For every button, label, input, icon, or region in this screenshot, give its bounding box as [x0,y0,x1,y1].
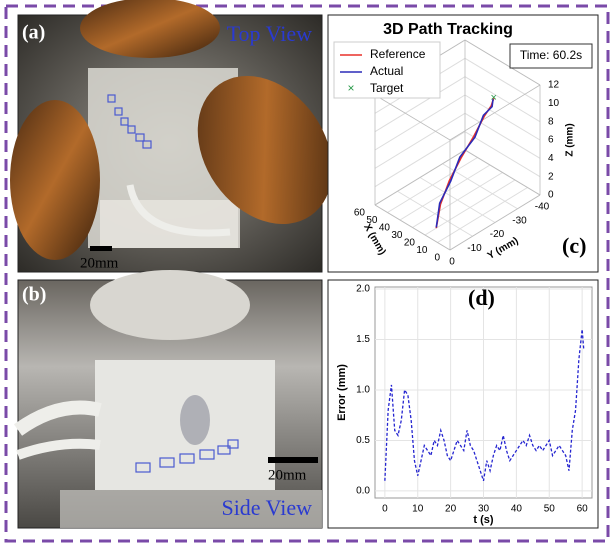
y-tick-label: 0.0 [356,486,370,497]
x-axis-label: t (s) [473,514,494,526]
grid-line [397,190,473,237]
error-line [384,329,585,482]
z-axis-label: Z (mm) [565,123,576,156]
annotation-box [509,43,593,69]
x-tick-label: 60 [354,208,366,219]
x-tick-label: 30 [391,230,403,241]
panel-label: (b) [22,284,46,306]
grid-line [464,57,541,104]
z-tick-label: 0 [548,190,554,201]
box-edge [464,39,541,86]
y-tick-label: 0.5 [356,435,370,446]
y-tick-label: 1.5 [356,334,370,345]
box-edge [374,204,451,251]
target-marker: × [491,92,497,104]
z-tick-label: 12 [548,80,560,91]
photo-caption: Side View [221,495,312,520]
chart-title: 3D Path Tracking [383,21,513,38]
z-tick-label: 10 [548,98,560,109]
box-edge [449,84,541,141]
x-tick-label: 10 [416,245,428,256]
z-tick-label: 4 [548,153,554,164]
x-tick-label: 60 [577,504,589,515]
panel-label: (d) [468,285,495,310]
x-tick-label: 30 [478,504,490,515]
y-tick-label: -20 [490,229,505,240]
x-tick-label: 20 [404,238,416,249]
y-tick-label: -30 [512,215,527,226]
z-tick-label: 2 [548,171,554,182]
y-tick-label: 1.0 [356,385,370,396]
grid-line [374,76,466,133]
legend-label: Actual [370,64,403,78]
outer-border [4,4,610,543]
photo-side-view [13,270,323,529]
z-tick-label: 6 [548,135,554,146]
y-tick-label: -10 [467,243,482,254]
grid-line [374,94,466,151]
scale-bar-label: 20mm [80,255,119,271]
scale-bar-label: 20mm [268,467,307,483]
box-edge [374,94,451,141]
x-tick-label: 50 [366,215,378,226]
photo-top-view [10,0,333,273]
legend-box [333,41,441,99]
grid-line [464,112,541,159]
panel-label: (a) [22,22,45,44]
grid-line [464,131,541,178]
x-tick-label: 10 [412,504,424,515]
grid-line [464,94,541,141]
grid-line [419,177,496,223]
legend-label: Reference [370,47,426,61]
z-tick-label: 8 [548,116,554,127]
x-tick-label: 50 [544,504,556,515]
photo-caption: Top View [227,21,312,46]
x-tick-label: 40 [511,504,523,515]
y-tick-label: 0 [449,257,455,268]
y-tick-label: -40 [535,202,550,213]
path-line [435,99,494,228]
legend-swatch: × [347,81,354,95]
box-edge [374,149,466,206]
y-axis-label: Error (mm) [336,364,348,421]
x-tick-label: 0 [434,253,440,264]
box-edge [464,149,541,196]
y-tick-label: 2.0 [356,284,370,295]
x-tick-label: 40 [379,223,391,234]
x-tick-label: 0 [382,504,388,515]
annotation: Time: 60.2s [520,48,582,62]
legend-label: Target [370,81,404,95]
grid-line [464,76,541,123]
x-tick-label: 20 [445,504,457,515]
panel-label: (c) [562,233,586,258]
box-edge [449,194,541,251]
grid-line [374,112,466,169]
